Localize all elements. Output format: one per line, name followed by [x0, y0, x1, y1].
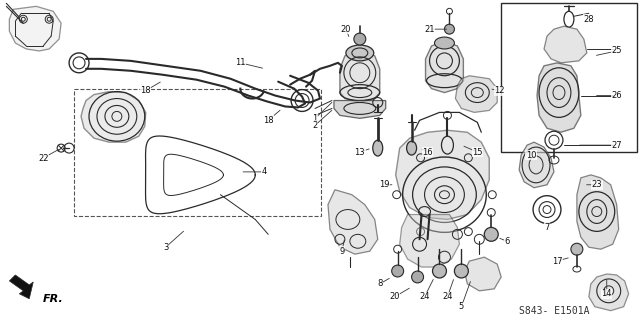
- Text: 17: 17: [552, 256, 563, 266]
- Polygon shape: [81, 92, 146, 142]
- Text: 24: 24: [419, 292, 430, 301]
- Text: 11: 11: [235, 58, 246, 67]
- Polygon shape: [10, 275, 33, 299]
- Text: 7: 7: [545, 223, 550, 232]
- Text: 26: 26: [611, 91, 622, 100]
- Text: S843- E1501A: S843- E1501A: [519, 306, 589, 316]
- Polygon shape: [465, 257, 501, 291]
- Text: 13: 13: [355, 148, 365, 157]
- Ellipse shape: [354, 33, 366, 45]
- Text: 18: 18: [140, 86, 151, 95]
- Text: 20: 20: [389, 292, 400, 301]
- Text: 10: 10: [526, 151, 536, 160]
- Bar: [501, 4, 637, 152]
- Text: 23: 23: [591, 180, 602, 189]
- Ellipse shape: [454, 264, 468, 278]
- Text: FR.: FR.: [44, 294, 64, 304]
- Text: 2: 2: [312, 121, 317, 130]
- Polygon shape: [328, 190, 378, 254]
- Ellipse shape: [571, 243, 583, 255]
- Ellipse shape: [435, 37, 454, 49]
- Text: 21: 21: [424, 25, 435, 33]
- Text: 3: 3: [163, 243, 168, 252]
- Ellipse shape: [406, 141, 417, 155]
- Text: 5: 5: [459, 302, 464, 311]
- Ellipse shape: [433, 264, 447, 278]
- Ellipse shape: [412, 271, 424, 283]
- Text: 8: 8: [377, 279, 383, 288]
- Text: 14: 14: [602, 289, 612, 298]
- Text: 15: 15: [472, 148, 483, 157]
- Polygon shape: [519, 142, 554, 188]
- Polygon shape: [396, 130, 489, 219]
- Text: 22: 22: [38, 153, 49, 162]
- Polygon shape: [340, 49, 380, 102]
- Text: 16: 16: [422, 148, 433, 157]
- Ellipse shape: [392, 265, 404, 277]
- Text: 1: 1: [312, 114, 317, 123]
- Ellipse shape: [372, 140, 383, 156]
- Text: 24: 24: [442, 292, 452, 301]
- Text: 19: 19: [380, 180, 390, 189]
- Text: 25: 25: [611, 47, 622, 56]
- Polygon shape: [577, 175, 619, 249]
- Polygon shape: [334, 100, 386, 118]
- Polygon shape: [544, 26, 587, 63]
- Polygon shape: [589, 274, 628, 311]
- Polygon shape: [537, 63, 581, 132]
- Ellipse shape: [484, 227, 498, 241]
- Text: 20: 20: [340, 25, 351, 33]
- Text: 4: 4: [262, 167, 267, 176]
- Text: 28: 28: [584, 15, 594, 24]
- Polygon shape: [399, 214, 460, 267]
- Text: 12: 12: [494, 86, 504, 95]
- Text: 9: 9: [339, 247, 344, 256]
- Text: 18: 18: [263, 116, 273, 125]
- Ellipse shape: [346, 45, 374, 61]
- Polygon shape: [426, 41, 463, 93]
- Bar: [74, 89, 321, 217]
- Polygon shape: [10, 6, 61, 51]
- Text: 6: 6: [504, 237, 510, 246]
- Polygon shape: [456, 76, 497, 112]
- Text: 27: 27: [611, 141, 622, 150]
- Ellipse shape: [444, 24, 454, 34]
